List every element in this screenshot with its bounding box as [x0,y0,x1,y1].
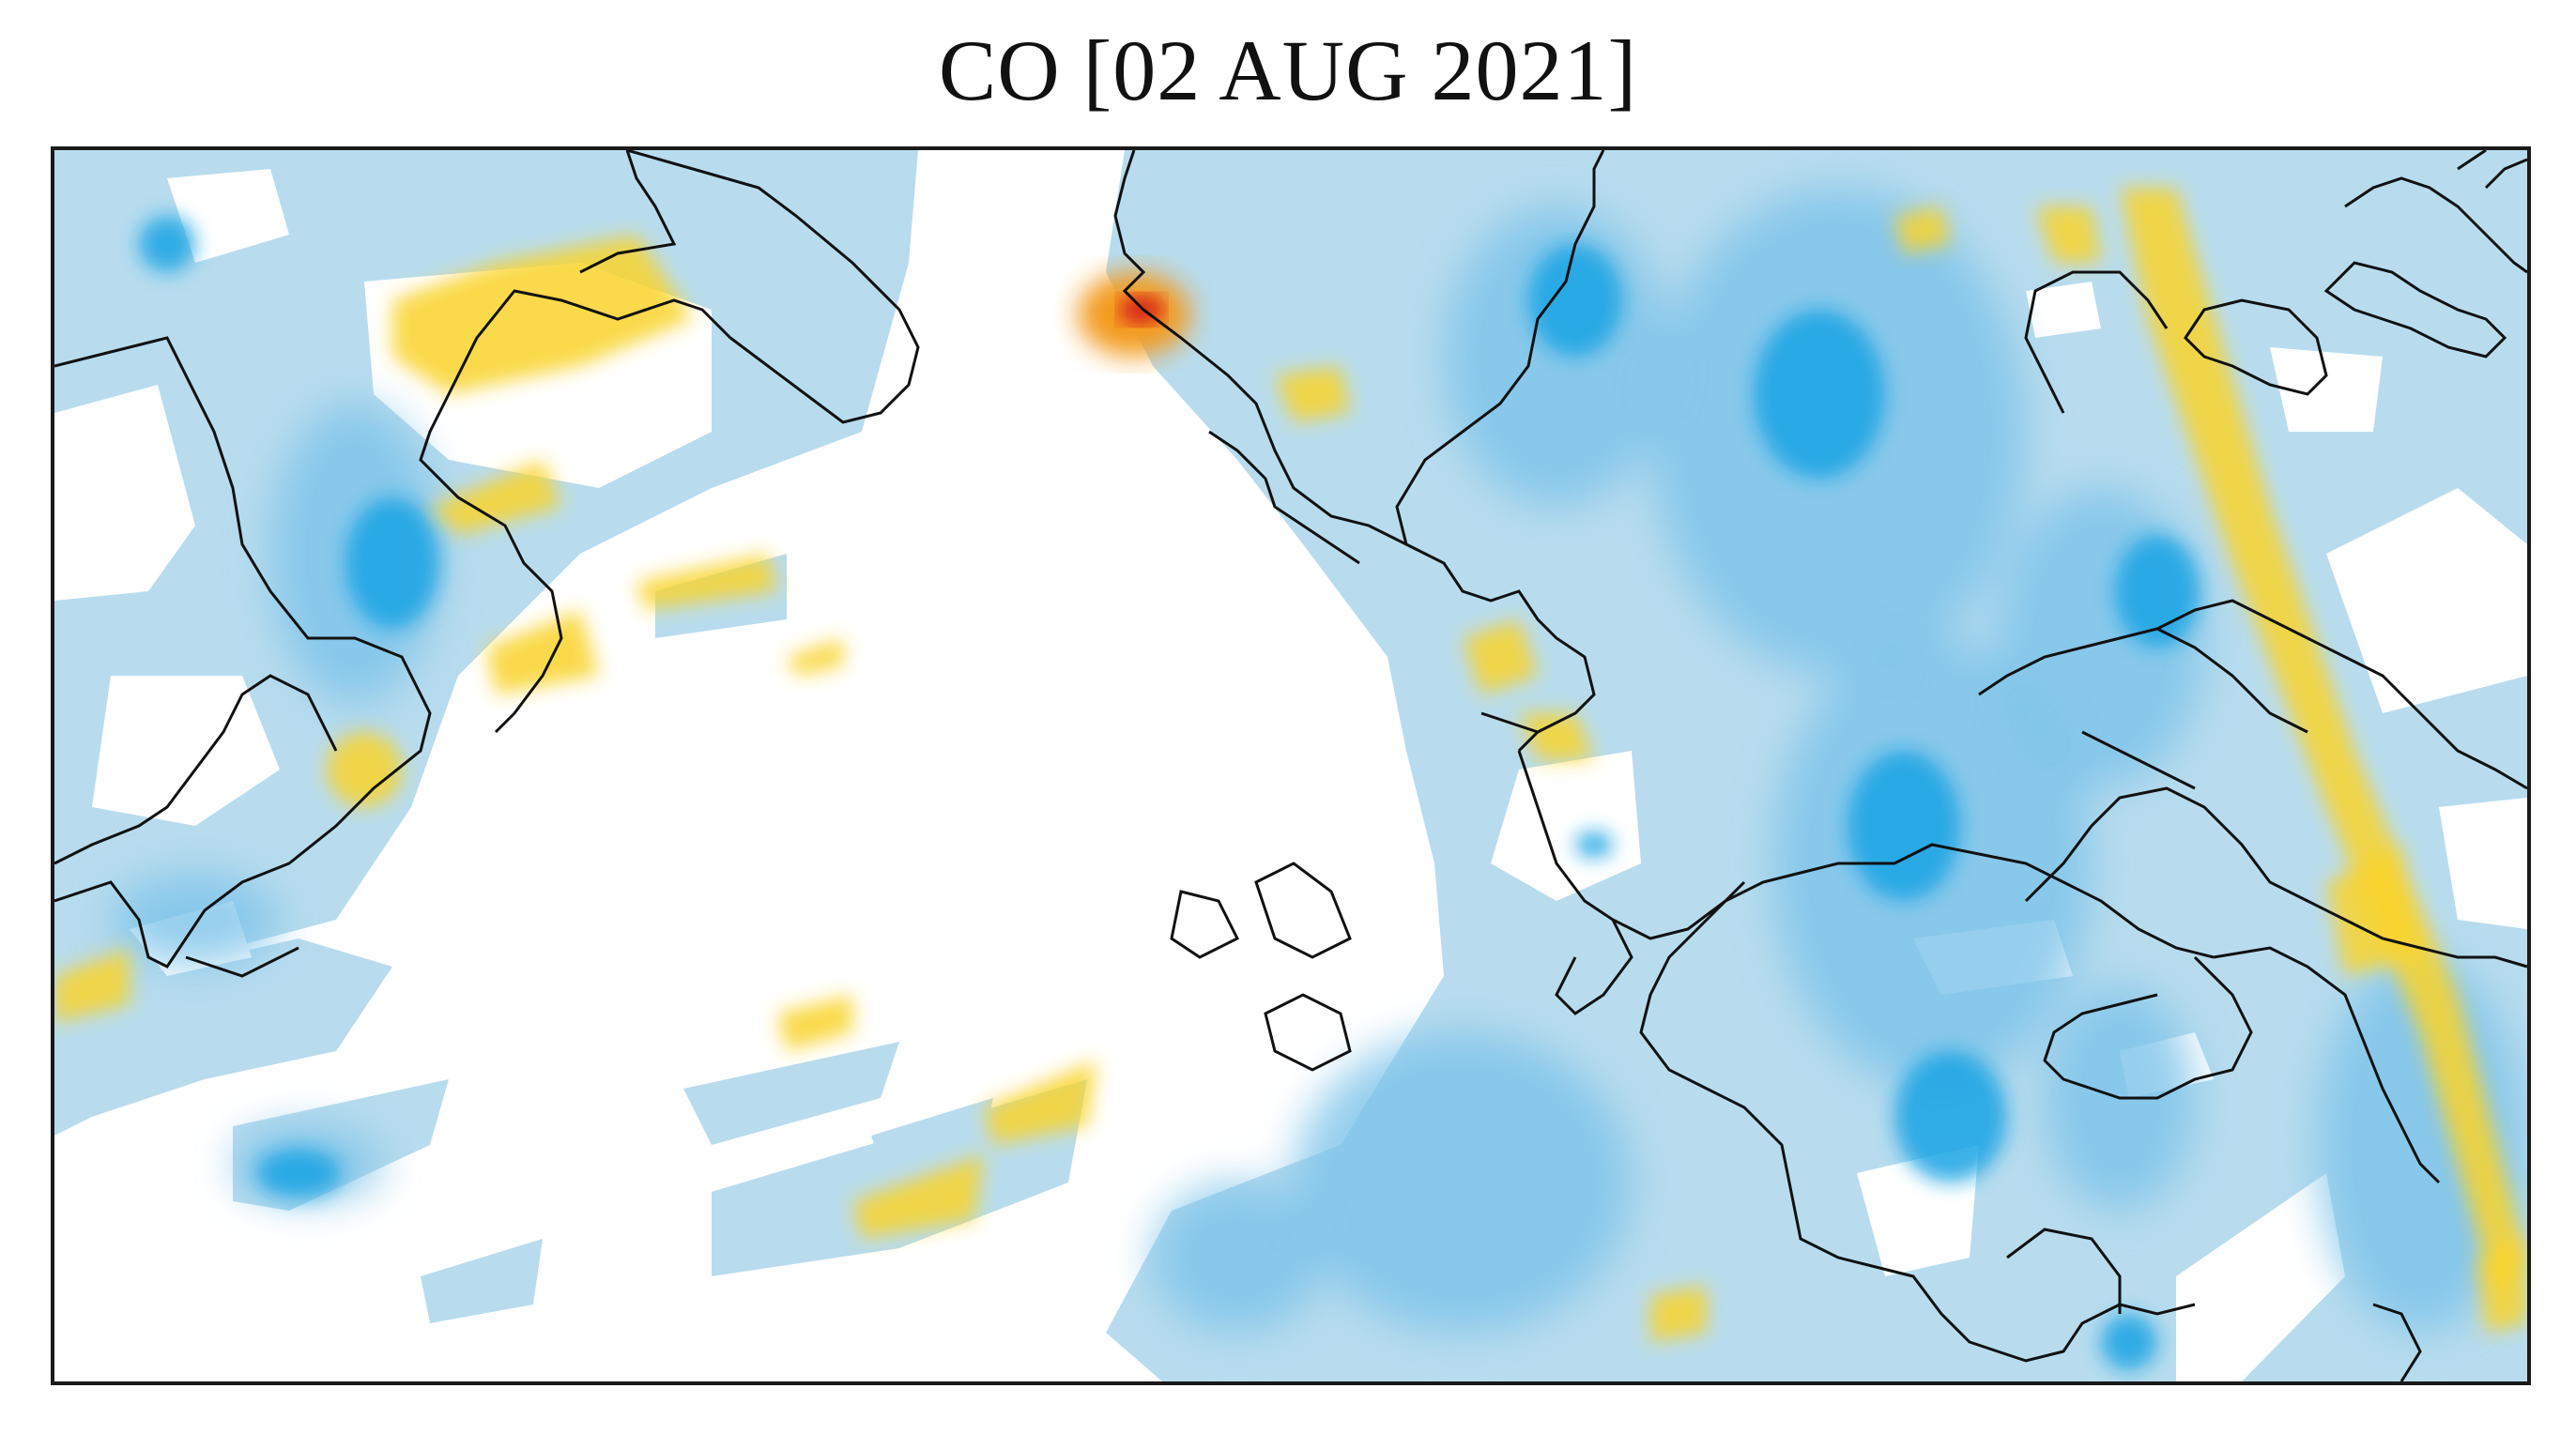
co-field-low [139,216,2200,1370]
map-title: CO [02 AUG 2021] [938,23,1638,118]
co-concentration-map [54,150,2527,1381]
co-hotspot [1078,272,1190,357]
map-frame [51,146,2531,1385]
coastlines [54,150,2527,1381]
co-field-elevated [54,188,2527,1342]
